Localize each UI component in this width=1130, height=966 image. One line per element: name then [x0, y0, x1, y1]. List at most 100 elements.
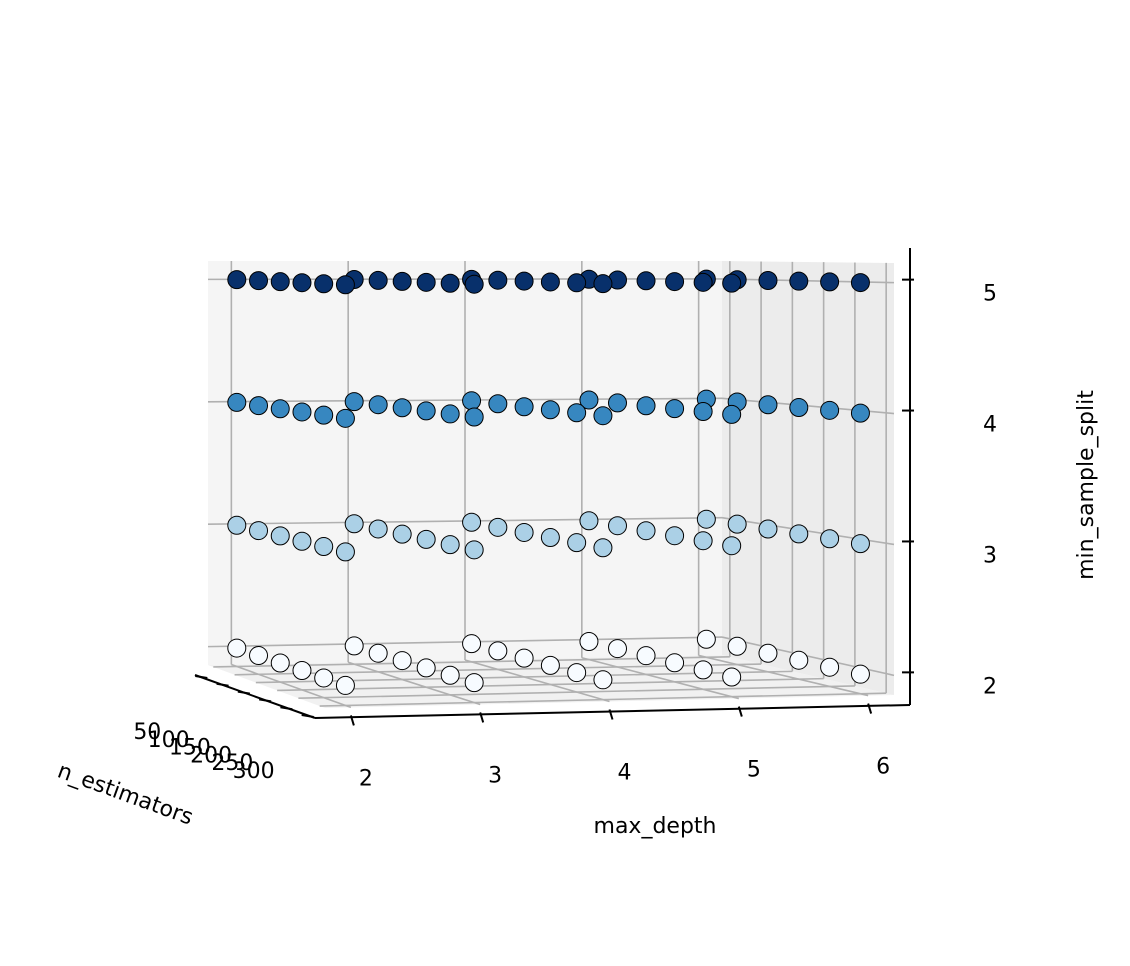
y-tick — [608, 709, 614, 720]
point — [314, 274, 334, 294]
y-tick-label: 4 — [618, 761, 632, 786]
point — [227, 515, 247, 535]
point — [464, 407, 484, 427]
point — [249, 521, 269, 541]
point — [789, 398, 809, 418]
point — [368, 395, 388, 415]
grid-line — [231, 663, 352, 709]
grid-line — [698, 654, 869, 697]
point — [416, 529, 436, 549]
point — [292, 660, 312, 680]
point — [488, 517, 508, 537]
point — [440, 665, 460, 685]
y-tick-label: 2 — [359, 766, 373, 791]
point — [344, 514, 364, 534]
point — [392, 524, 412, 544]
point — [335, 675, 355, 695]
point — [227, 270, 247, 290]
point — [314, 405, 334, 425]
grid-line — [347, 661, 481, 706]
point — [416, 658, 436, 678]
point — [608, 516, 627, 536]
y-axis-label: max_depth — [594, 814, 717, 839]
point — [722, 667, 742, 687]
point — [440, 273, 460, 293]
points — [227, 269, 870, 695]
point — [344, 636, 364, 656]
point — [464, 274, 484, 294]
point — [416, 401, 436, 421]
point — [540, 400, 560, 420]
point — [540, 272, 560, 292]
point — [567, 663, 587, 683]
x-tick-label: 200 — [190, 743, 232, 768]
point — [540, 528, 560, 548]
point — [665, 399, 685, 419]
point — [696, 509, 716, 529]
point — [758, 643, 778, 663]
point — [608, 393, 627, 413]
point — [636, 271, 656, 291]
point — [292, 402, 312, 422]
point — [820, 657, 840, 677]
point — [820, 400, 840, 420]
x-axis-line — [194, 674, 316, 719]
point — [636, 396, 656, 416]
point — [693, 272, 713, 292]
point — [292, 273, 312, 293]
x-tick-label: 50 — [133, 720, 161, 745]
point — [665, 653, 685, 673]
point — [368, 270, 388, 290]
point — [464, 540, 484, 560]
point — [335, 275, 355, 295]
point — [314, 668, 334, 688]
point — [758, 270, 778, 290]
point — [368, 519, 388, 539]
point — [820, 529, 840, 549]
point — [488, 270, 508, 290]
y-tick — [479, 712, 485, 723]
point — [270, 526, 290, 546]
point — [416, 272, 436, 292]
grid-line — [581, 656, 740, 700]
point — [693, 660, 713, 680]
point — [850, 534, 870, 554]
point — [540, 655, 560, 675]
x-tick — [280, 706, 293, 711]
point — [722, 536, 742, 556]
point — [488, 641, 508, 661]
point — [567, 533, 587, 553]
point — [270, 272, 290, 292]
z-tick-label: 4 — [983, 413, 997, 438]
x-tick — [195, 674, 208, 679]
y-axis-line — [314, 704, 911, 719]
x-tick-label: 150 — [169, 736, 211, 761]
point — [665, 272, 685, 292]
x-tick — [301, 714, 314, 719]
point — [789, 524, 809, 544]
z-tick-label: 5 — [983, 282, 997, 307]
z-tick-label: 2 — [983, 674, 997, 699]
pane — [722, 261, 894, 695]
point — [665, 526, 685, 546]
point — [636, 521, 656, 541]
point — [464, 673, 484, 693]
point — [440, 404, 460, 424]
point — [314, 537, 334, 557]
point — [727, 636, 747, 656]
point — [462, 391, 482, 411]
point — [579, 390, 599, 410]
x-tick — [216, 682, 229, 687]
point — [593, 670, 613, 690]
point — [440, 535, 460, 555]
grid-line — [319, 692, 887, 707]
point — [335, 408, 355, 428]
point — [722, 404, 742, 424]
point — [514, 648, 534, 668]
point — [227, 638, 247, 658]
point — [488, 394, 508, 414]
point — [636, 646, 656, 666]
point — [850, 664, 870, 684]
point — [593, 538, 613, 558]
